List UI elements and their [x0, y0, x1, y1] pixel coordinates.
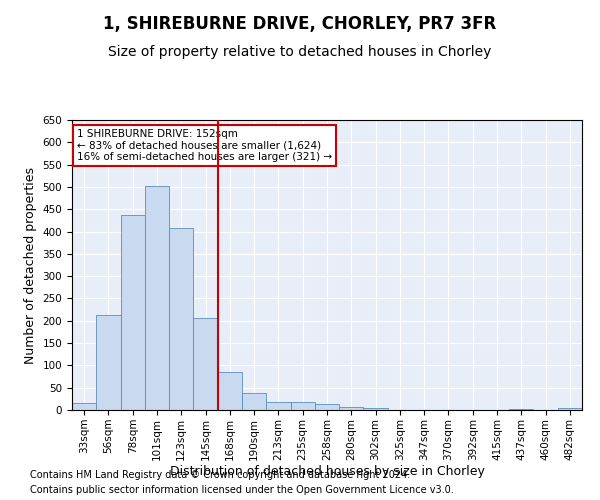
Bar	[315, 404, 339, 410]
Bar	[96, 316, 121, 410]
Bar	[145, 186, 169, 410]
Bar	[72, 404, 96, 410]
Bar	[290, 402, 315, 410]
Y-axis label: Number of detached properties: Number of detached properties	[24, 166, 37, 364]
Text: Size of property relative to detached houses in Chorley: Size of property relative to detached ho…	[109, 45, 491, 59]
Text: 1 SHIREBURNE DRIVE: 152sqm
← 83% of detached houses are smaller (1,624)
16% of s: 1 SHIREBURNE DRIVE: 152sqm ← 83% of deta…	[77, 128, 332, 162]
Bar	[121, 215, 145, 410]
Bar	[364, 408, 388, 410]
Bar	[242, 393, 266, 410]
Text: 1, SHIREBURNE DRIVE, CHORLEY, PR7 3FR: 1, SHIREBURNE DRIVE, CHORLEY, PR7 3FR	[103, 15, 497, 33]
Text: Contains HM Land Registry data © Crown copyright and database right 2024.: Contains HM Land Registry data © Crown c…	[30, 470, 410, 480]
X-axis label: Distribution of detached houses by size in Chorley: Distribution of detached houses by size …	[170, 466, 484, 478]
Bar	[509, 408, 533, 410]
Bar	[169, 228, 193, 410]
Text: Contains public sector information licensed under the Open Government Licence v3: Contains public sector information licen…	[30, 485, 454, 495]
Bar	[339, 407, 364, 410]
Bar	[193, 318, 218, 410]
Bar	[218, 372, 242, 410]
Bar	[266, 402, 290, 410]
Bar	[558, 408, 582, 410]
